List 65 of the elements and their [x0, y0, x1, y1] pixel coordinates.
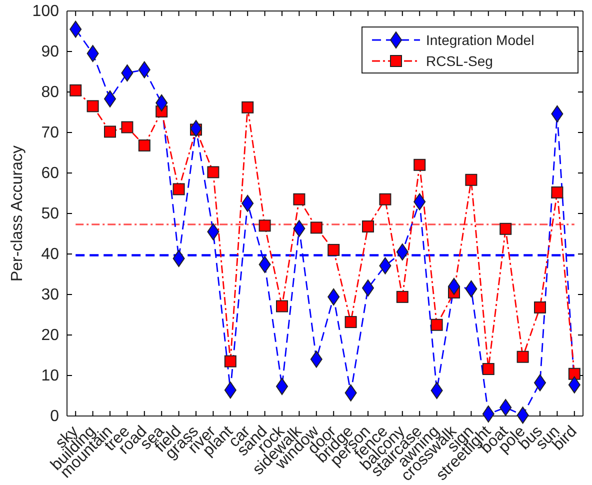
point [500, 222, 512, 235]
point [430, 382, 443, 399]
point [258, 220, 271, 232]
y-tick-label: 30 [41, 286, 60, 304]
point [138, 61, 150, 78]
point [568, 368, 580, 380]
y-tick-label: 80 [41, 84, 60, 102]
y-tick-label: 100 [32, 3, 60, 20]
point [465, 174, 478, 186]
point [344, 316, 357, 328]
point [379, 193, 392, 206]
point [293, 193, 306, 206]
point [310, 222, 322, 234]
point [551, 105, 564, 122]
point [396, 290, 408, 303]
point [293, 220, 306, 237]
point [396, 243, 408, 260]
point [362, 220, 374, 232]
point [224, 382, 236, 399]
point [70, 20, 82, 38]
point [516, 406, 529, 424]
y-tick-label: 90 [41, 44, 60, 61]
point [156, 94, 168, 112]
point [172, 250, 185, 267]
point [207, 223, 220, 240]
point [86, 100, 99, 112]
point [86, 45, 99, 62]
point [104, 126, 116, 138]
point [328, 244, 340, 256]
point [551, 186, 564, 198]
y-tick-label: 50 [41, 206, 60, 223]
legend-label: RCSL-Seg [426, 53, 493, 69]
y-tick-label: 70 [41, 124, 60, 142]
y-axis-title: Per-class Accuracy [9, 145, 26, 282]
point [414, 193, 426, 210]
y-tick-label: 10 [41, 368, 60, 385]
point [568, 376, 580, 394]
point [328, 288, 340, 306]
point [430, 318, 443, 331]
point [172, 183, 185, 196]
y-tick-label: 40 [41, 246, 60, 264]
point [138, 139, 150, 152]
point [224, 355, 236, 368]
point [276, 300, 288, 312]
legend-label: Integration Model [426, 32, 534, 48]
point [70, 84, 82, 96]
point [242, 194, 254, 212]
point [516, 350, 529, 363]
point [344, 384, 357, 402]
y-tick-label: 20 [41, 327, 60, 344]
point [500, 398, 512, 416]
point [207, 166, 220, 178]
point [482, 405, 494, 422]
point [379, 257, 392, 274]
y-tick-label: 60 [41, 165, 60, 182]
point [414, 158, 426, 171]
point [482, 363, 494, 376]
y-tick-label: 0 [50, 408, 60, 426]
point [121, 121, 134, 134]
point [242, 101, 254, 114]
point [465, 280, 478, 298]
point [258, 256, 271, 274]
point [121, 64, 134, 82]
point [534, 301, 546, 314]
point [310, 350, 322, 368]
